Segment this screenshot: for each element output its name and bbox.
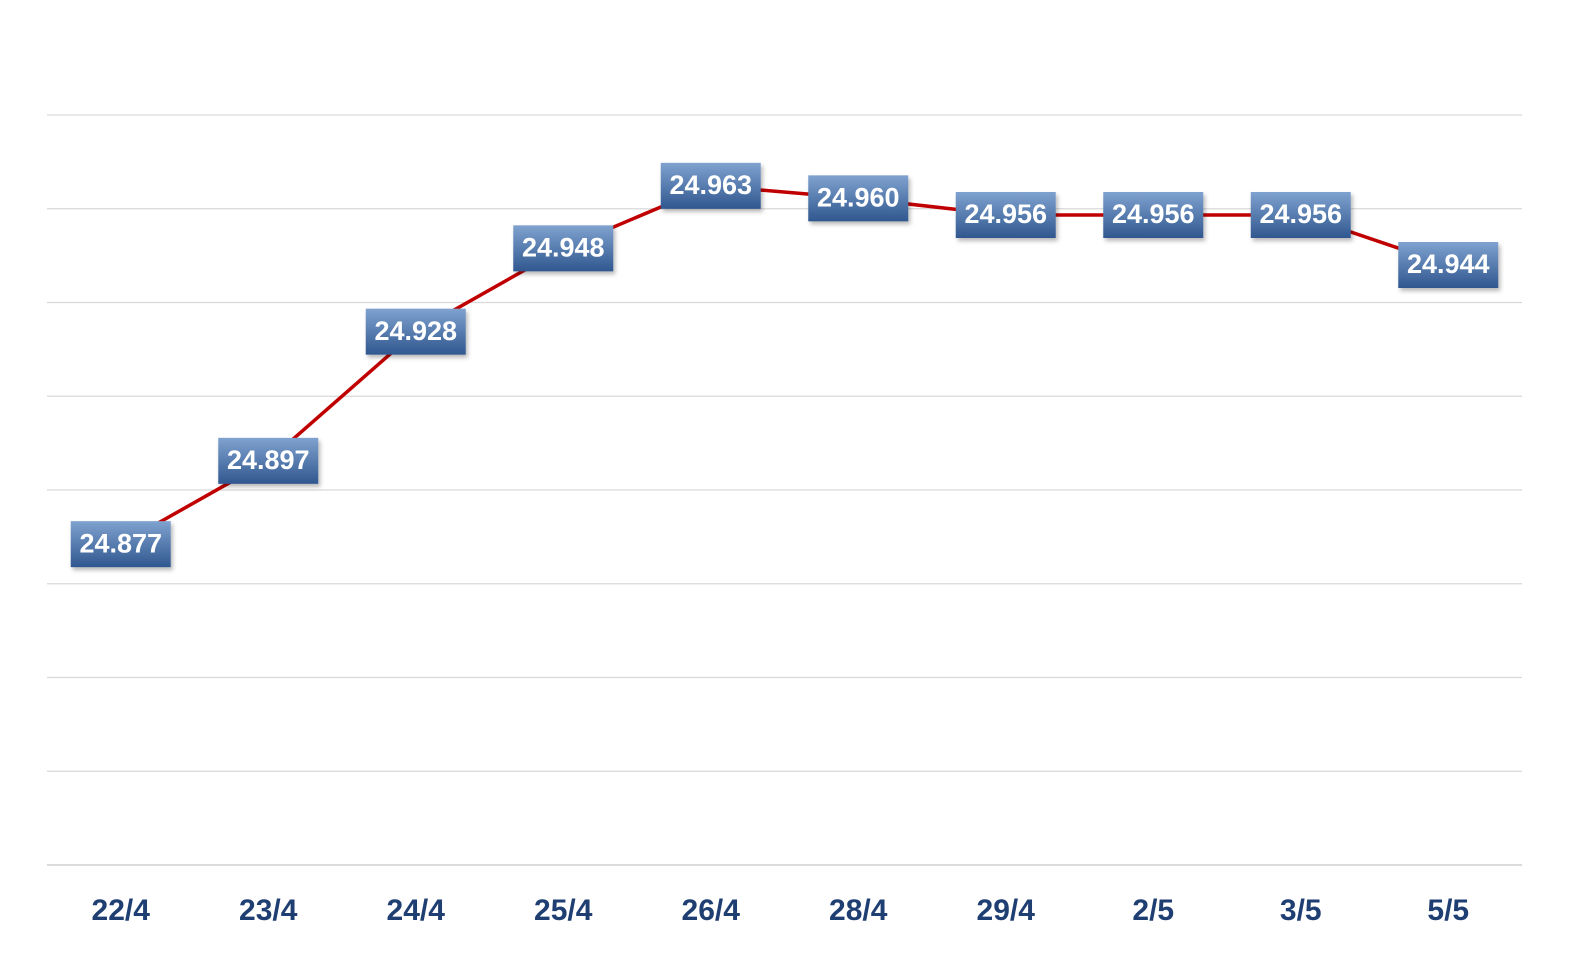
data-labels: 24.877 24.897 24.928 24.948 24.963 24.960 24.9… — [70, 162, 1499, 568]
series-group — [119, 184, 1450, 546]
data-label-text: 24.948 — [522, 232, 605, 262]
data-label: 24.956 — [955, 192, 1056, 238]
data-label: 24.956 — [1103, 192, 1204, 238]
data-label: 24.948 — [513, 225, 614, 272]
data-label-text: 24.944 — [1407, 249, 1490, 279]
data-label-text: 24.956 — [1259, 199, 1342, 229]
data-label-text: 24.877 — [79, 528, 162, 558]
data-label-text: 24.960 — [817, 182, 900, 212]
x-tick-label: 25/4 — [534, 894, 593, 927]
x-tick-label: 28/4 — [829, 894, 888, 927]
x-tick-label: 24/4 — [387, 894, 446, 927]
x-tick-label: 2/5 — [1132, 894, 1174, 927]
data-point-marker — [70, 521, 171, 568]
data-point-marker — [1398, 242, 1499, 288]
data-label-text: 24.956 — [964, 199, 1047, 229]
data-label-text: 24.897 — [227, 445, 310, 475]
data-label: 24.960 — [808, 175, 909, 222]
data-point-marker — [660, 162, 761, 209]
data-label: 24.897 — [218, 437, 319, 484]
data-point-marker — [1103, 192, 1204, 238]
x-axis-tick-labels: 22/4 23/4 24/4 25/4 26/4 28/4 29/4 2/5 3/5 5/5 — [92, 894, 1470, 927]
x-tick-label: 26/4 — [682, 894, 741, 927]
x-tick-label: 22/4 — [92, 894, 151, 927]
data-label: 24.877 — [70, 521, 171, 568]
data-label-text: 24.963 — [669, 170, 752, 200]
data-label: 24.944 — [1398, 242, 1499, 288]
data-point-marker — [808, 175, 909, 222]
x-tick-label: 5/5 — [1427, 894, 1469, 927]
x-tick-label: 3/5 — [1280, 894, 1322, 927]
data-point-marker — [218, 437, 319, 484]
data-point-marker — [365, 308, 466, 355]
x-tick-label: 23/4 — [239, 894, 298, 927]
data-point-marker — [513, 225, 614, 272]
data-label: 24.963 — [660, 162, 761, 209]
data-label-text: 24.956 — [1112, 199, 1195, 229]
data-label: 24.928 — [365, 308, 466, 355]
data-label-text: 24.928 — [374, 316, 457, 346]
series-line — [119, 184, 1450, 546]
data-point-marker — [1250, 192, 1351, 238]
grid-lines — [47, 114, 1522, 866]
x-tick-label: 29/4 — [977, 894, 1036, 927]
data-point-marker — [955, 192, 1056, 238]
data-label: 24.956 — [1250, 192, 1351, 238]
